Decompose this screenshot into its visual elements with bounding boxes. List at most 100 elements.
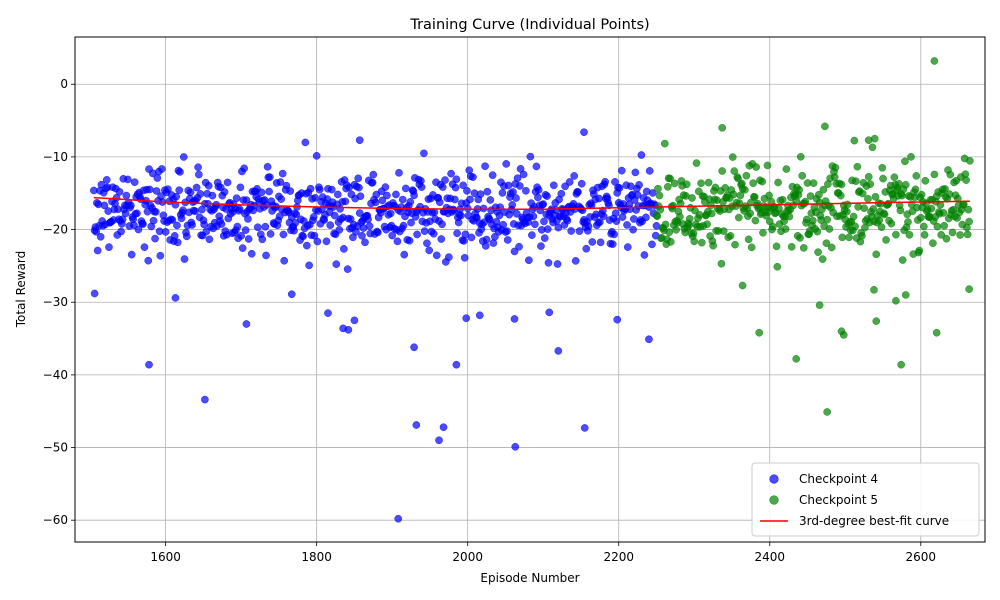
data-point: [175, 186, 184, 195]
outlier-point: [287, 290, 296, 299]
data-point: [595, 194, 603, 203]
data-point: [149, 216, 158, 225]
outlier-point: [870, 286, 878, 294]
data-point: [515, 242, 523, 251]
data-point: [539, 200, 548, 208]
data-point: [441, 176, 449, 184]
data-point: [115, 187, 124, 196]
data-point: [358, 231, 366, 240]
data-point: [413, 230, 421, 239]
outlier-point: [344, 325, 353, 334]
data-point: [463, 204, 472, 213]
data-point: [618, 213, 627, 221]
data-point: [365, 222, 374, 230]
data-point: [697, 238, 706, 247]
y-axis-title: Total Reward: [14, 251, 28, 329]
legend-label-best-fit: 3rd-degree best-fit curve: [799, 514, 949, 528]
data-point: [623, 243, 632, 251]
data-point: [278, 169, 287, 178]
data-point: [381, 183, 390, 191]
y-tick-label: −40: [43, 368, 68, 382]
outlier-point: [554, 347, 563, 355]
data-point: [623, 221, 631, 229]
data-point: [330, 211, 339, 220]
data-point: [425, 246, 434, 255]
data-point: [709, 241, 717, 250]
data-point: [864, 173, 873, 181]
data-point: [849, 212, 858, 221]
data-point: [220, 188, 229, 196]
outlier-point: [510, 315, 519, 323]
data-point: [393, 237, 402, 246]
data-point: [843, 200, 852, 209]
x-tick-label: 2000: [452, 550, 483, 564]
data-point: [642, 213, 650, 222]
data-point: [892, 230, 900, 239]
outlier-point: [821, 122, 829, 131]
data-point: [869, 205, 878, 213]
data-point: [168, 216, 177, 224]
data-point: [459, 181, 468, 190]
data-point: [383, 191, 391, 200]
data-point: [759, 228, 767, 237]
data-point: [512, 194, 520, 202]
data-point: [875, 216, 884, 225]
data-point: [837, 180, 846, 189]
y-tick-label: −30: [43, 295, 68, 309]
data-point: [200, 220, 208, 229]
outlier-point: [394, 514, 403, 523]
data-point: [964, 205, 973, 214]
data-point: [868, 143, 877, 152]
data-point: [368, 178, 377, 187]
legend-box: [751, 462, 980, 537]
data-point: [525, 256, 533, 265]
data-point: [354, 174, 363, 183]
data-point: [703, 220, 711, 229]
data-point: [601, 177, 609, 186]
x-tick-label: 1600: [150, 550, 181, 564]
data-point: [102, 176, 111, 184]
data-point: [361, 238, 369, 247]
data-point: [127, 201, 135, 210]
data-point: [407, 218, 415, 227]
data-point: [963, 230, 972, 239]
data-point: [663, 182, 672, 191]
data-point: [158, 165, 166, 173]
data-point: [948, 228, 957, 237]
data-point: [513, 174, 522, 183]
data-point: [232, 194, 241, 203]
data-point: [640, 251, 649, 259]
data-point: [257, 188, 266, 197]
data-point: [236, 183, 245, 192]
data-point: [752, 163, 761, 171]
data-point: [836, 191, 845, 200]
data-point: [842, 207, 851, 216]
data-point: [192, 183, 201, 192]
data-point: [898, 191, 906, 200]
data-point: [853, 162, 862, 171]
data-point: [186, 188, 195, 197]
outlier-point: [242, 320, 251, 328]
data-point: [170, 232, 179, 240]
data-point: [654, 184, 662, 193]
data-point: [682, 180, 691, 189]
data-point: [333, 190, 342, 199]
data-point: [966, 156, 974, 165]
data-point: [263, 162, 272, 171]
data-point: [179, 153, 188, 161]
data-point: [529, 212, 538, 221]
data-point: [292, 210, 301, 219]
best-fit-curve: [93, 196, 970, 210]
data-point: [454, 218, 463, 227]
data-point: [301, 138, 310, 147]
data-point: [871, 192, 880, 201]
x-tick-label: 2200: [603, 550, 634, 564]
data-point: [611, 209, 620, 217]
data-point: [815, 190, 823, 199]
data-point: [919, 222, 928, 231]
data-point: [830, 173, 839, 181]
data-point: [798, 171, 807, 180]
data-point: [519, 170, 528, 179]
data-point: [312, 151, 321, 160]
data-point: [782, 165, 791, 173]
